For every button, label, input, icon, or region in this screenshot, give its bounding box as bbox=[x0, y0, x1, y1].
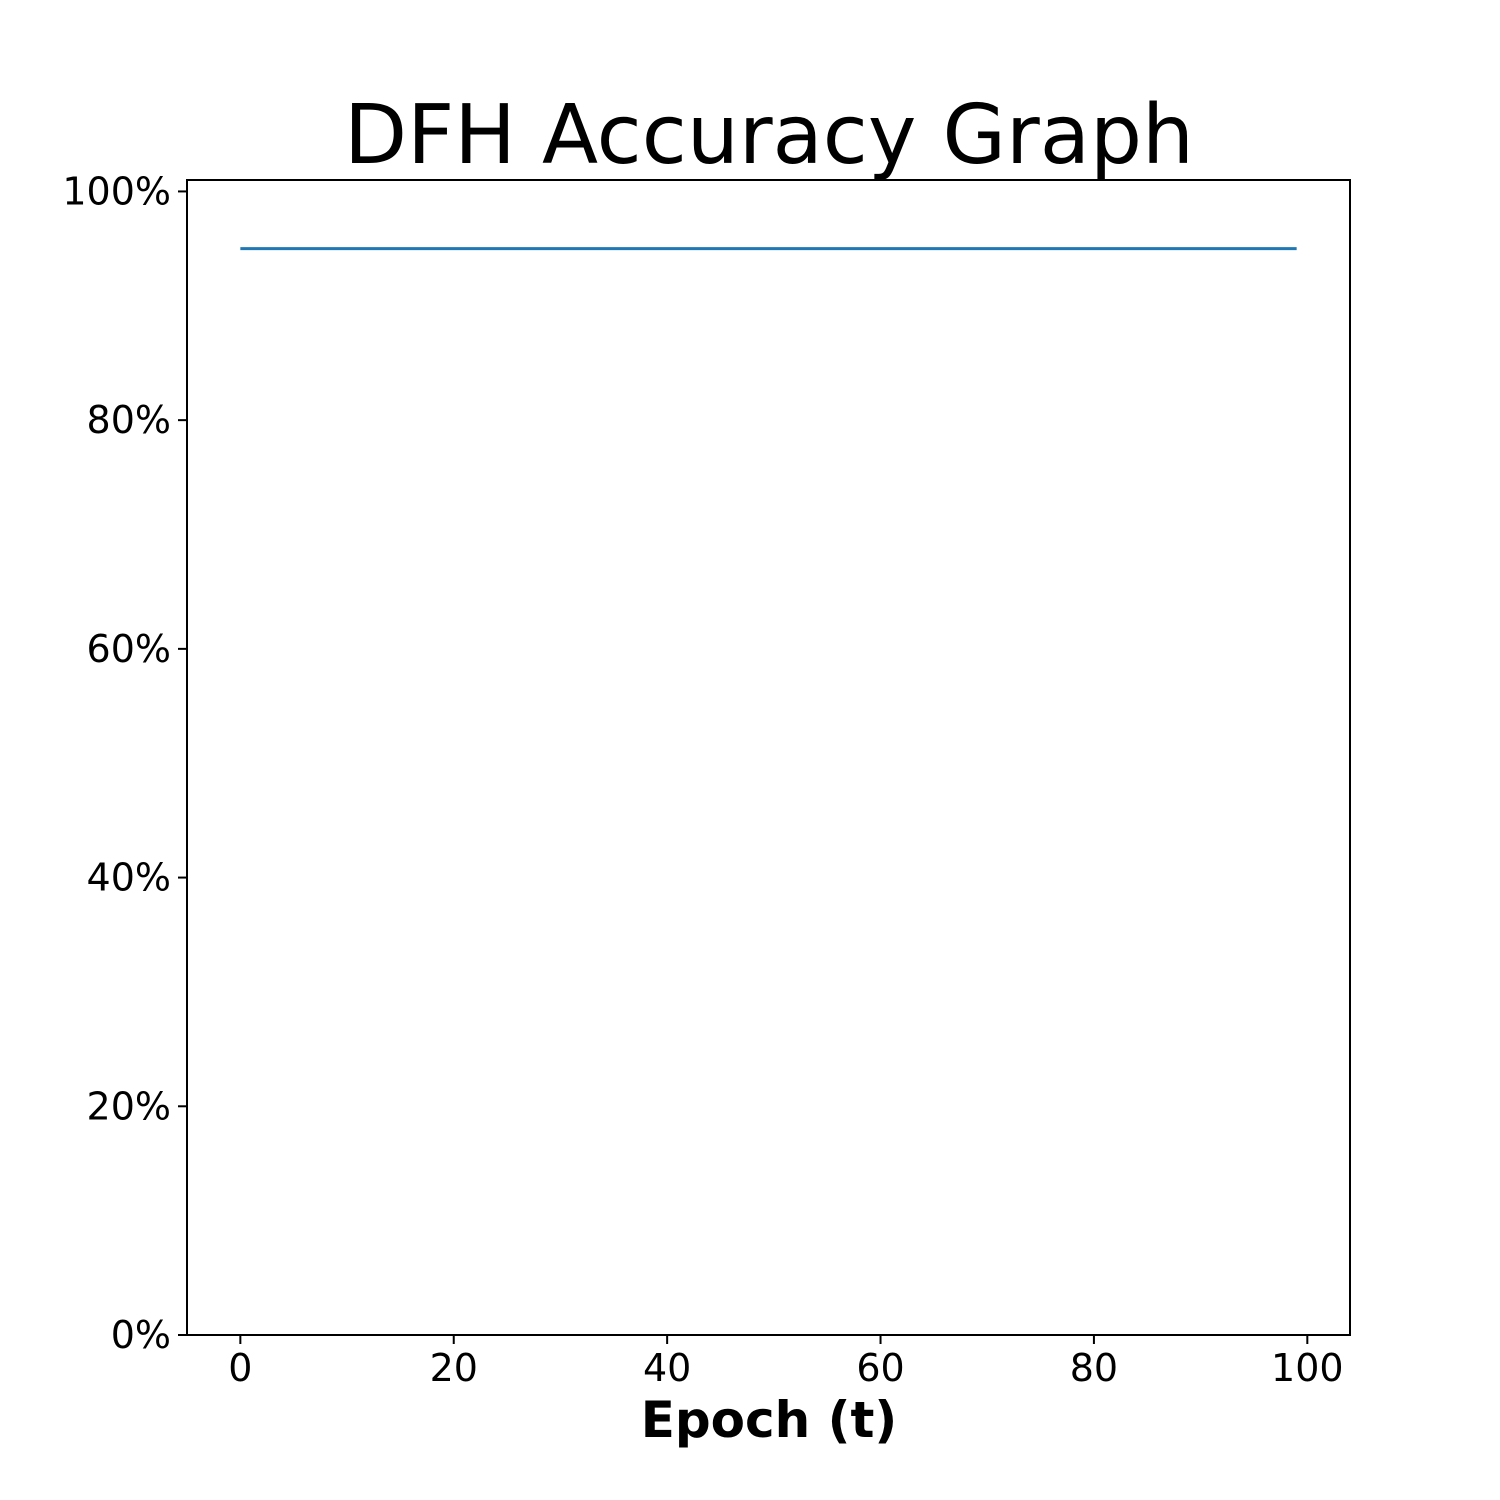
y-axis: 0% 20% 40% 60% 80% 100% bbox=[62, 169, 187, 1357]
x-axis-label: Epoch (t) bbox=[641, 1391, 898, 1449]
x-tick-label: 0 bbox=[228, 1346, 252, 1390]
y-tick-label: 40% bbox=[87, 856, 171, 900]
x-tick-label: 40 bbox=[643, 1346, 691, 1390]
y-tick-label: 20% bbox=[87, 1084, 171, 1128]
y-tick-label: 100% bbox=[62, 169, 171, 213]
y-tick-label: 60% bbox=[87, 627, 171, 671]
plot-frame bbox=[186, 179, 1351, 1336]
y-tick-label: 80% bbox=[87, 398, 171, 442]
x-tick-label: 20 bbox=[430, 1346, 478, 1390]
x-tick-label: 100 bbox=[1271, 1346, 1344, 1390]
x-tick-label: 60 bbox=[856, 1346, 904, 1390]
x-axis: 0 20 40 60 80 100 bbox=[228, 1335, 1344, 1390]
chart-title: DFH Accuracy Graph bbox=[344, 88, 1194, 183]
y-tick-label: 0% bbox=[111, 1313, 171, 1357]
x-tick-label: 80 bbox=[1070, 1346, 1118, 1390]
